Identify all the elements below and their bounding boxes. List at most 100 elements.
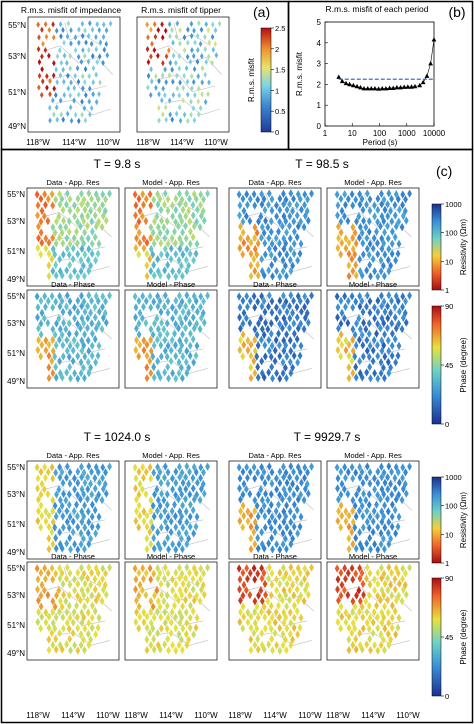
- station-marker: [177, 336, 183, 345]
- station-marker: [284, 501, 289, 510]
- station-marker: [137, 612, 143, 622]
- station-marker: [272, 356, 278, 366]
- station-marker: [283, 195, 289, 204]
- station-marker: [262, 579, 268, 589]
- station-marker: [164, 601, 170, 611]
- phase-colorbar-1-tick: 0: [445, 420, 449, 429]
- station-marker: [155, 189, 161, 199]
- station-marker: [341, 314, 347, 323]
- station-marker: [266, 640, 272, 649]
- station-marker: [389, 490, 395, 499]
- station-marker: [263, 216, 268, 226]
- station-marker: [361, 489, 366, 499]
- lat-tick: 55°N: [7, 190, 25, 199]
- station-marker: [43, 618, 49, 627]
- station-marker: [88, 534, 94, 543]
- station-marker: [258, 233, 264, 242]
- station-marker: [305, 569, 310, 578]
- station-marker: [283, 569, 289, 578]
- map-title: Data - App. Res: [47, 451, 100, 460]
- station-marker: [165, 308, 171, 317]
- station-marker: [338, 194, 344, 204]
- station-marker: [238, 336, 243, 345]
- station-marker: [85, 507, 91, 516]
- map-title: Data - Phase: [51, 280, 95, 289]
- station-marker: [281, 234, 287, 243]
- station-marker: [269, 195, 275, 204]
- station-marker: [183, 586, 189, 595]
- station-marker: [92, 302, 98, 312]
- station-marker: [254, 352, 260, 361]
- station-marker: [177, 65, 182, 72]
- station-marker: [301, 596, 307, 606]
- station-marker: [195, 579, 200, 588]
- station-marker: [173, 512, 178, 521]
- station-marker: [281, 608, 287, 617]
- station-marker: [283, 319, 289, 328]
- station-marker: [385, 507, 391, 516]
- station-marker: [161, 496, 167, 505]
- station-marker: [273, 233, 279, 243]
- station-marker: [379, 517, 385, 526]
- station-marker: [66, 72, 70, 79]
- station-marker: [64, 574, 69, 583]
- station-marker: [244, 292, 250, 301]
- misfit-point: [405, 84, 411, 89]
- station-marker: [352, 501, 358, 510]
- station-marker: [259, 596, 265, 606]
- station-marker: [392, 335, 398, 344]
- station-marker: [353, 260, 359, 270]
- rms-tick-label: 1: [275, 86, 279, 95]
- station-marker: [64, 189, 70, 198]
- station-marker: [284, 523, 290, 532]
- station-marker: [359, 501, 365, 511]
- station-marker: [237, 474, 243, 483]
- station-marker: [90, 601, 95, 610]
- station-marker: [238, 507, 243, 516]
- station-marker: [283, 591, 289, 600]
- map-title: Data - Phase: [253, 552, 297, 561]
- station-marker: [252, 223, 258, 232]
- station-marker: [336, 495, 341, 504]
- station-marker: [54, 490, 59, 499]
- station-marker: [170, 116, 175, 123]
- station-marker: [165, 468, 171, 477]
- station-marker: [143, 216, 149, 226]
- station-marker: [144, 635, 150, 644]
- station-marker: [280, 641, 286, 650]
- station-marker: [366, 591, 372, 600]
- station-marker: [309, 189, 314, 198]
- station-marker: [339, 206, 345, 216]
- station-marker: [183, 221, 188, 231]
- station-marker: [54, 319, 59, 328]
- station-marker: [364, 368, 370, 377]
- station-marker: [59, 296, 65, 306]
- station-marker: [155, 462, 161, 472]
- station-marker: [173, 591, 179, 601]
- station-marker: [143, 568, 149, 578]
- station-marker: [60, 341, 66, 350]
- resistivity-colorbar-2-tick: 1: [445, 559, 449, 568]
- station-marker: [90, 53, 95, 60]
- station-marker: [53, 468, 59, 477]
- station-marker: [183, 357, 189, 367]
- station-marker: [46, 635, 52, 644]
- station-marker: [86, 462, 92, 471]
- station-marker: [255, 512, 261, 521]
- lon-tick: 110°W: [298, 711, 322, 720]
- station-marker: [251, 292, 257, 301]
- station-marker: [99, 495, 105, 505]
- station-marker: [49, 190, 55, 199]
- station-marker: [392, 302, 398, 312]
- station-marker: [346, 645, 352, 655]
- station-marker: [52, 624, 58, 633]
- station-marker: [354, 217, 359, 226]
- station-marker: [364, 233, 370, 243]
- station-marker: [360, 512, 366, 521]
- station-marker: [243, 485, 249, 494]
- station-marker: [255, 533, 261, 543]
- station-marker: [75, 545, 81, 554]
- station-marker: [335, 585, 340, 594]
- station-marker: [338, 250, 344, 259]
- station-marker: [38, 591, 44, 600]
